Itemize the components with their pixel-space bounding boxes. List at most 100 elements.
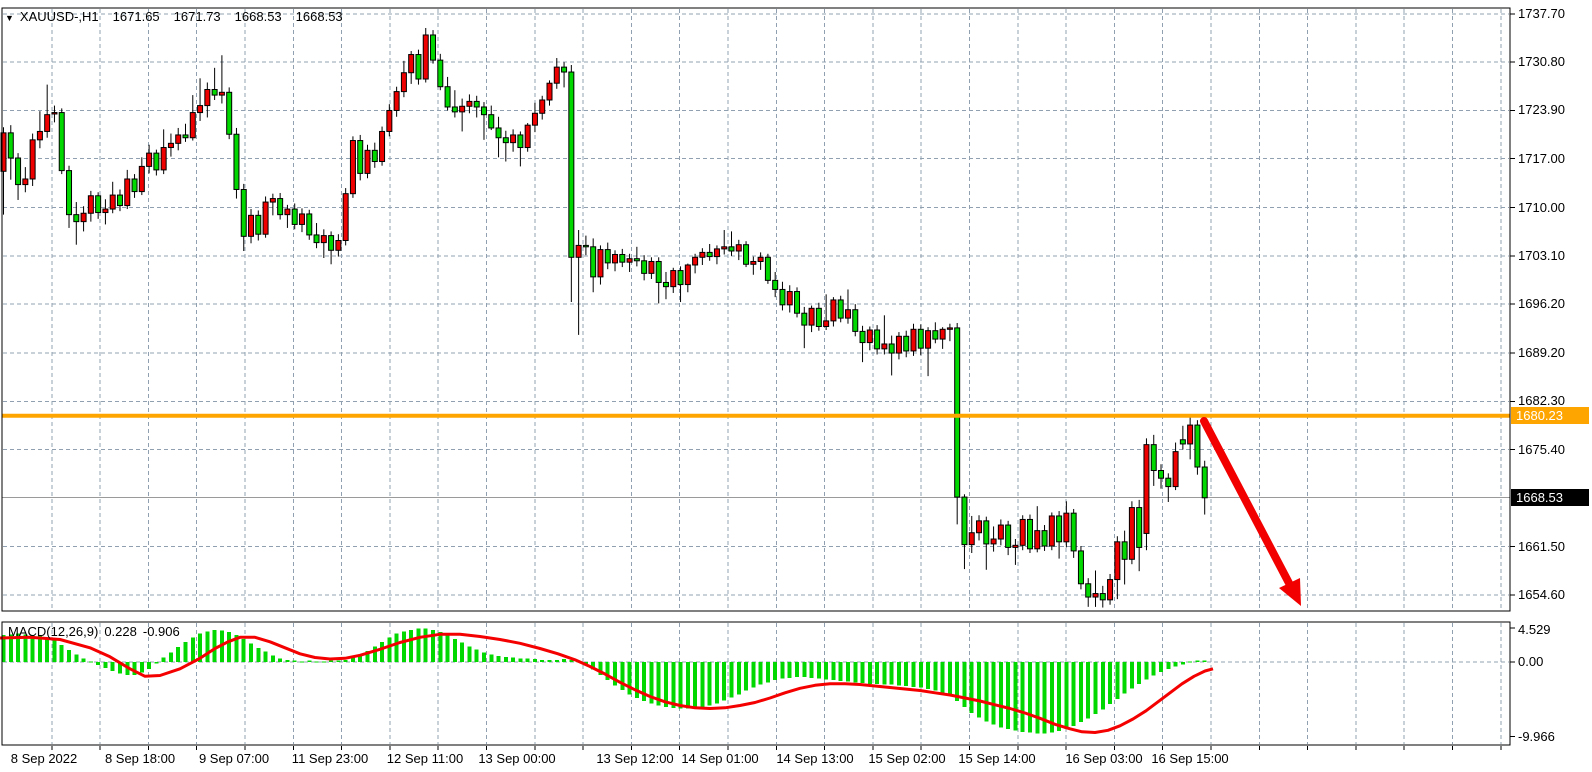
candle-bear [677, 270, 684, 286]
candle-bull [757, 256, 764, 262]
candle-bear [255, 214, 262, 235]
quote-high: 1671.73 [173, 9, 221, 24]
candle-bull [713, 248, 720, 258]
candle-bull [750, 260, 757, 265]
time-axis-label: 8 Sep 2022 [10, 751, 78, 766]
candle-bear [859, 330, 866, 344]
candle-bear [502, 137, 509, 144]
candle-bear [328, 235, 335, 251]
candle-bull [87, 195, 94, 214]
candle-bear [437, 59, 444, 88]
chart-header: ▼ XAUUSD-,H1 1671.65 1671.73 1668.53 1668.53 [5, 9, 357, 24]
time-axis-label: 14 Sep 01:00 [681, 751, 759, 766]
candle-bear [517, 134, 524, 149]
candle-bull [721, 246, 728, 250]
candle-bull [109, 194, 116, 210]
candle-bear [655, 260, 662, 283]
candle-bear [619, 253, 626, 263]
candle-bull [408, 54, 415, 74]
candle-bear [1150, 444, 1157, 472]
candle-bear [7, 132, 14, 159]
symbol-dropdown-toggle[interactable]: ▼ [5, 13, 14, 23]
macd-histogram [1, 628, 1207, 734]
candle-bear [444, 86, 451, 108]
candle-bull [844, 309, 851, 319]
candle-bull [786, 291, 793, 306]
candle-bear [1194, 424, 1201, 468]
candle-bear [743, 244, 750, 265]
candle-bear [131, 178, 138, 193]
candle-bear [604, 249, 611, 264]
candle-bull [946, 327, 953, 330]
candle-bull [866, 329, 873, 344]
time-axis-label: 12 Sep 11:00 [386, 751, 464, 766]
candle-bear [662, 281, 669, 288]
candle-bull [524, 124, 531, 149]
candle-bear [1158, 470, 1165, 479]
candle-bear [226, 91, 233, 135]
candle-bear [794, 291, 801, 314]
quote-close: 1668.53 [295, 9, 343, 24]
candle-bull [684, 264, 691, 286]
candle-bull [968, 532, 975, 546]
candle-bull [823, 320, 830, 327]
candle-bear [954, 327, 961, 498]
candle-bull [990, 538, 997, 545]
candle-bull [553, 66, 560, 84]
candle-bear [430, 34, 437, 61]
candle-bull [612, 253, 619, 264]
candle-bear [306, 213, 313, 236]
candle-bear [153, 152, 160, 171]
gridlines [3, 9, 1509, 744]
candle-bear [932, 330, 939, 340]
candle-bull [510, 134, 517, 144]
quote-open: 1671.65 [112, 9, 160, 24]
current-price-badge: 1668.53 [1511, 489, 1589, 507]
candle-bear [903, 335, 910, 352]
candle-bear [561, 66, 568, 73]
candle-bull [531, 112, 538, 126]
candle-bear [495, 127, 502, 139]
time-axis-label: 16 Sep 15:00 [1151, 751, 1229, 766]
candle-bear [874, 329, 881, 350]
candle-bull [22, 178, 29, 186]
price-axis-label: 1723.90 [1518, 102, 1565, 118]
candle-bull [546, 82, 553, 101]
candle-bull [575, 244, 582, 258]
trend-arrow-object[interactable] [1200, 417, 1301, 606]
candle-bear [1056, 515, 1063, 543]
candle-bull [175, 134, 182, 144]
candle-bull [51, 112, 58, 115]
candle-bull [670, 270, 677, 288]
price-axis-label: 1696.20 [1518, 296, 1565, 312]
candle-bear [641, 260, 648, 274]
candle-bear [772, 279, 779, 290]
candle-bull [1143, 444, 1150, 534]
candle-bear [1165, 477, 1172, 488]
symbol-period-label: XAUUSD-,H1 [19, 9, 99, 24]
price-axis-label: 1661.50 [1518, 538, 1565, 554]
candle-bull [29, 139, 36, 180]
candle-bear [58, 112, 65, 172]
candle-bull [335, 240, 342, 251]
candle-bull [393, 91, 400, 111]
price-axis-label: 1682.30 [1518, 393, 1565, 409]
candle-bull [342, 193, 349, 242]
candle-bull [167, 142, 174, 149]
quote-low: 1668.53 [234, 9, 282, 24]
candle-bear [473, 100, 480, 108]
candle-bull [910, 328, 917, 352]
candle-bull [597, 249, 604, 278]
candle-bear [1121, 541, 1128, 560]
candle-bull [1128, 507, 1135, 560]
candle-bull [160, 147, 167, 171]
candle-bear [66, 170, 73, 216]
candle-bull [422, 34, 429, 80]
time-axis-label: 13 Sep 00:00 [478, 751, 556, 766]
candle-bear [451, 106, 458, 113]
price-axis-label: 1654.60 [1518, 586, 1565, 602]
candle-bull [298, 213, 305, 225]
candle-bull [248, 214, 255, 237]
